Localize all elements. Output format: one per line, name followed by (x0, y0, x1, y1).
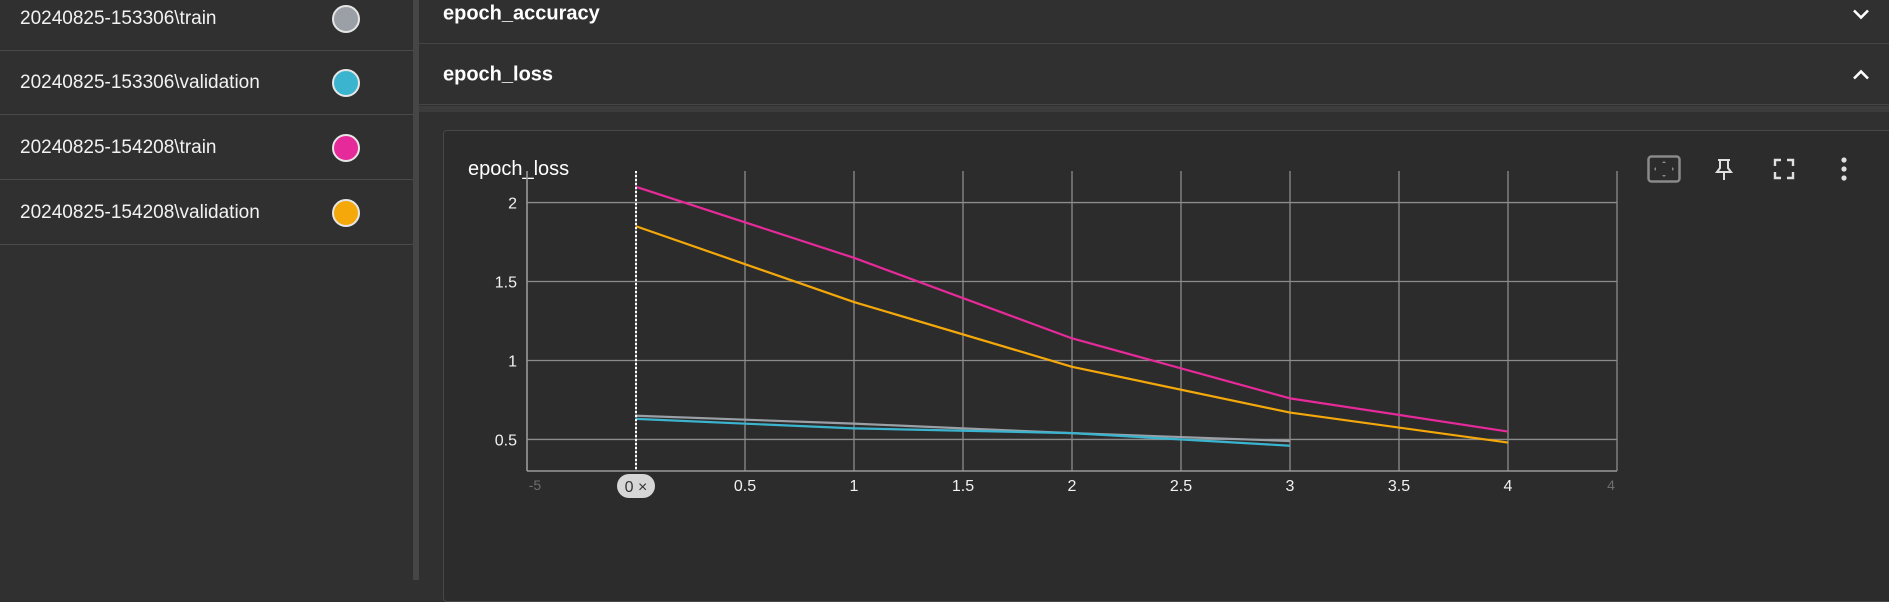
chart-card: epoch_loss 0.5 1 1.5 2 0.5 1 1.5 2 2.5 3 3.5 4 (443, 130, 1889, 602)
run-label: 20240825-153306\validation (20, 71, 260, 93)
y-tick-label: 1.5 (495, 275, 517, 292)
run-item[interactable]: 20240825-153306\train (0, 0, 413, 51)
group-title: epoch_loss (443, 63, 554, 85)
run-list: 20240825-153306\train 20240825-153306\va… (0, 0, 413, 580)
chart-title: epoch_loss (468, 158, 570, 180)
y-tick-label: 1 (508, 353, 517, 370)
run-color-swatch[interactable] (332, 68, 360, 97)
divider (419, 106, 1889, 112)
run-label: 20240825-153306\train (20, 7, 217, 29)
x-edge-label: 4 (1607, 477, 1615, 493)
series-line (635, 225, 1509, 444)
x-tick-label: 2.5 (1170, 478, 1192, 495)
run-item[interactable]: 20240825-154208\train (0, 116, 413, 180)
main-content: epoch_accuracy epoch_loss epoch_loss (419, 0, 1889, 602)
run-item[interactable]: 20240825-153306\validation (0, 51, 413, 115)
run-color-swatch[interactable] (332, 133, 360, 162)
group-title: epoch_accuracy (443, 2, 600, 24)
series-line (635, 414, 1291, 443)
run-color-swatch[interactable] (332, 4, 360, 33)
pin-button[interactable] (1706, 151, 1742, 187)
x-tick-label: 1 (850, 478, 859, 495)
sidebar-resize-handle[interactable] (413, 0, 419, 580)
fit-domain-button[interactable] (1646, 151, 1682, 187)
run-label: 20240825-154208\train (20, 136, 217, 158)
x-tick-label: 4 (1504, 478, 1513, 495)
fullscreen-button[interactable] (1766, 151, 1802, 187)
chevron-up-icon[interactable] (1847, 61, 1875, 89)
pin-icon (1715, 159, 1733, 180)
cursor-chip[interactable] (617, 474, 655, 498)
x-tick-label: 1.5 (952, 478, 974, 495)
run-color-swatch[interactable] (332, 198, 360, 227)
loss-chart[interactable]: 0.5 1 1.5 2 0.5 1 1.5 2 2.5 3 3.5 4 -5 4 0 × (444, 131, 1889, 601)
fit-domain-icon (1647, 155, 1681, 183)
x-tick-label: 2 (1068, 478, 1077, 495)
run-item[interactable]: 20240825-154208\validation (0, 181, 413, 245)
y-tick-label: 2 (508, 196, 517, 213)
chevron-down-icon[interactable] (1847, 0, 1875, 28)
x-tick-label: 3.5 (1388, 478, 1410, 495)
cursor-chip-label[interactable]: 0 × (625, 479, 648, 496)
series-line (635, 185, 1509, 433)
run-label: 20240825-154208\validation (20, 201, 260, 223)
series-line (635, 417, 1291, 447)
y-tick-label: 0.5 (495, 432, 517, 449)
x-edge-label: -5 (529, 477, 542, 493)
group-header-epoch-loss[interactable]: epoch_loss (419, 45, 1889, 105)
x-tick-label: 0.5 (734, 478, 756, 495)
group-header-epoch-accuracy[interactable]: epoch_accuracy (419, 0, 1889, 44)
more-vert-icon (1841, 157, 1847, 181)
x-tick-label: 3 (1286, 478, 1295, 495)
more-options-button[interactable] (1826, 151, 1862, 187)
fullscreen-icon (1773, 158, 1795, 180)
